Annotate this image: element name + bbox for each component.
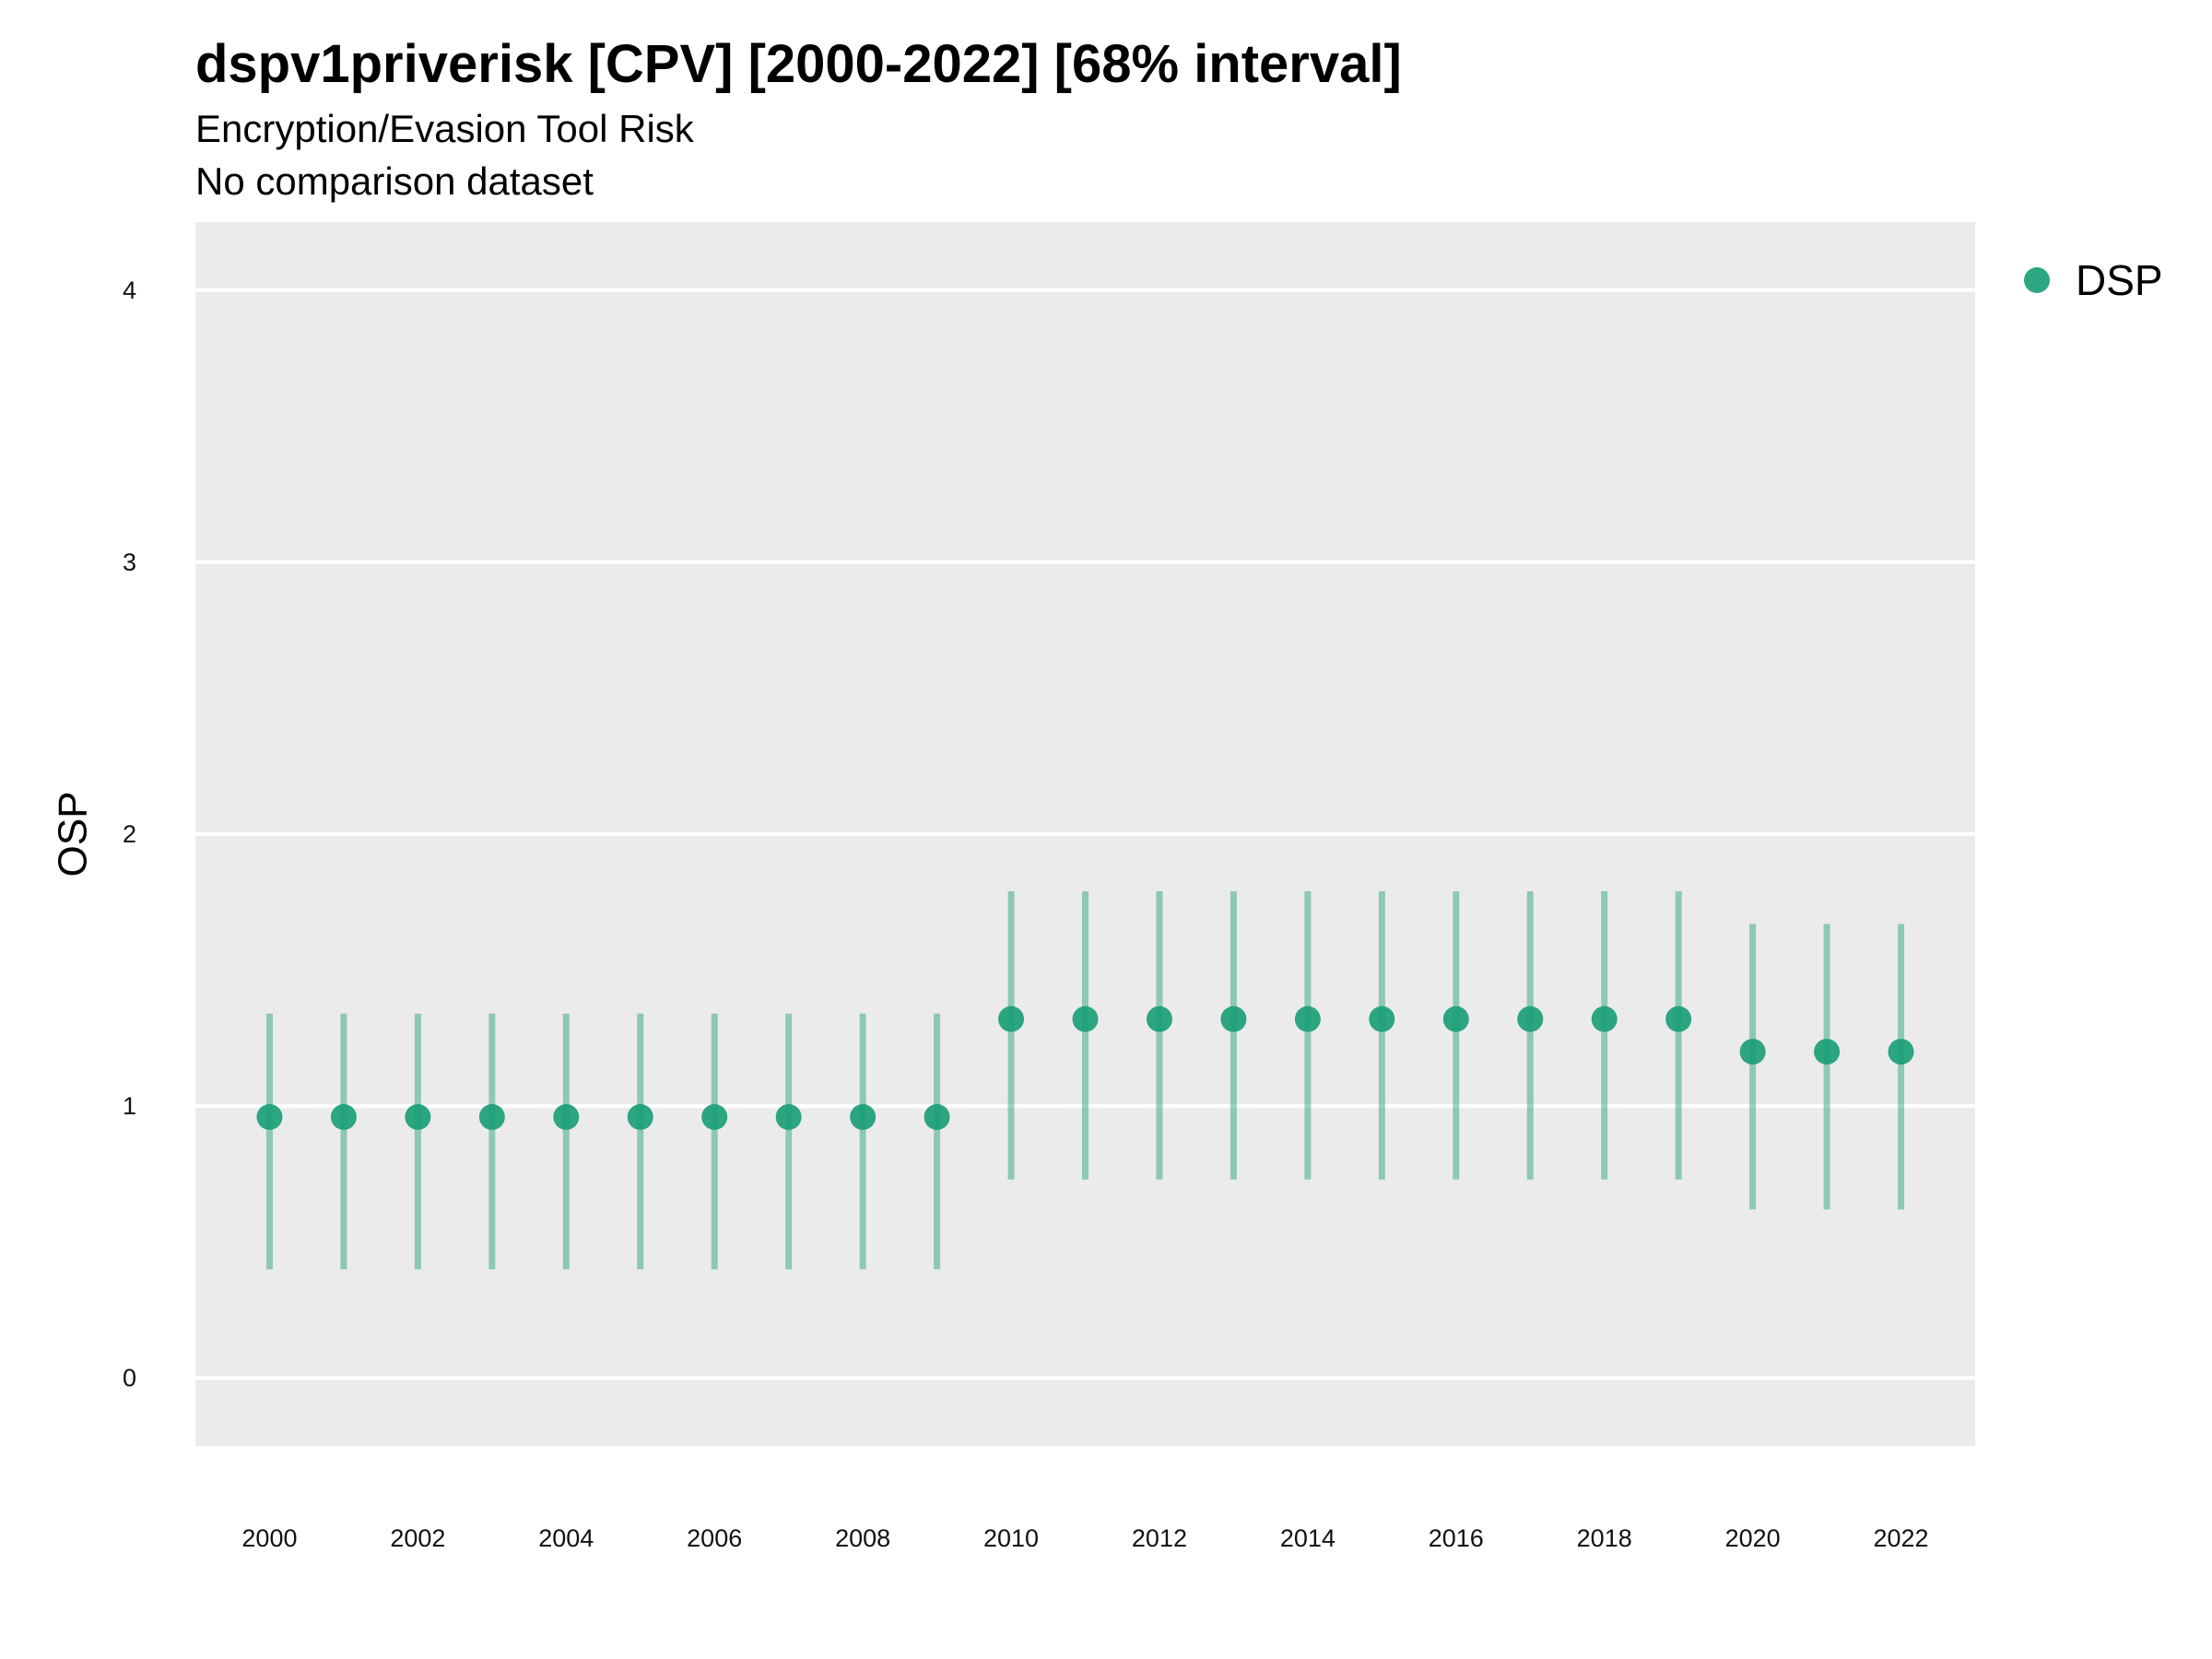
data-point [1369, 1006, 1395, 1032]
y-tick-label: 0 [123, 1364, 136, 1392]
data-point [1294, 1006, 1321, 1032]
data-point [627, 1103, 653, 1130]
x-tick-label: 2002 [390, 1524, 445, 1552]
x-tick-label: 2012 [1132, 1524, 1187, 1552]
data-point [1220, 1006, 1247, 1032]
x-tick-label: 2022 [1874, 1524, 1929, 1552]
data-point [1739, 1039, 1766, 1065]
chart-caption: No comparison dataset [195, 159, 594, 203]
data-point [478, 1103, 505, 1130]
chart-title: dspv1priverisk [CPV] [2000-2022] [68% in… [195, 34, 1402, 94]
y-tick-label: 4 [123, 276, 136, 304]
x-tick-label: 2010 [983, 1524, 1039, 1552]
x-tick-label: 2006 [687, 1524, 742, 1552]
legend-label-dsp: DSP [2076, 256, 2163, 304]
data-point [1146, 1006, 1172, 1032]
x-tick-label: 2020 [1725, 1524, 1781, 1552]
x-tick-label: 2000 [241, 1524, 297, 1552]
y-axis: 0 1 2 3 4 [123, 276, 136, 1392]
data-point [1665, 1006, 1692, 1032]
data-point [998, 1006, 1025, 1032]
data-point [1888, 1039, 1914, 1065]
legend-key-dsp [2024, 267, 2050, 293]
data-point [850, 1103, 877, 1130]
y-tick-label: 1 [123, 1092, 136, 1120]
y-tick-label: 3 [123, 548, 136, 576]
data-point [553, 1103, 580, 1130]
interval-bars [265, 890, 1905, 1270]
data-point [1072, 1006, 1099, 1032]
x-tick-label: 2008 [835, 1524, 890, 1552]
chart-subtitle: Encryption/Evasion Tool Risk [195, 107, 694, 150]
data-point [1517, 1006, 1544, 1032]
data-point [1591, 1006, 1618, 1032]
data-point [256, 1103, 283, 1130]
y-axis-title: OSP [50, 792, 95, 877]
data-point [924, 1103, 950, 1130]
legend: DSP [2024, 256, 2163, 304]
data-point [701, 1103, 728, 1130]
x-axis: 2000 2002 2004 2006 2008 2010 2012 2014 2016 2018… [241, 1524, 1928, 1552]
data-point [775, 1103, 802, 1130]
y-tick-label: 2 [123, 820, 136, 848]
x-tick-label: 2004 [538, 1524, 594, 1552]
data-point [1814, 1039, 1841, 1065]
data-point [330, 1103, 357, 1130]
x-tick-label: 2016 [1429, 1524, 1484, 1552]
data-points [256, 1006, 1914, 1130]
data-point [405, 1103, 431, 1130]
x-tick-label: 2014 [1280, 1524, 1335, 1552]
data-point [1442, 1006, 1469, 1032]
x-tick-label: 2018 [1577, 1524, 1632, 1552]
